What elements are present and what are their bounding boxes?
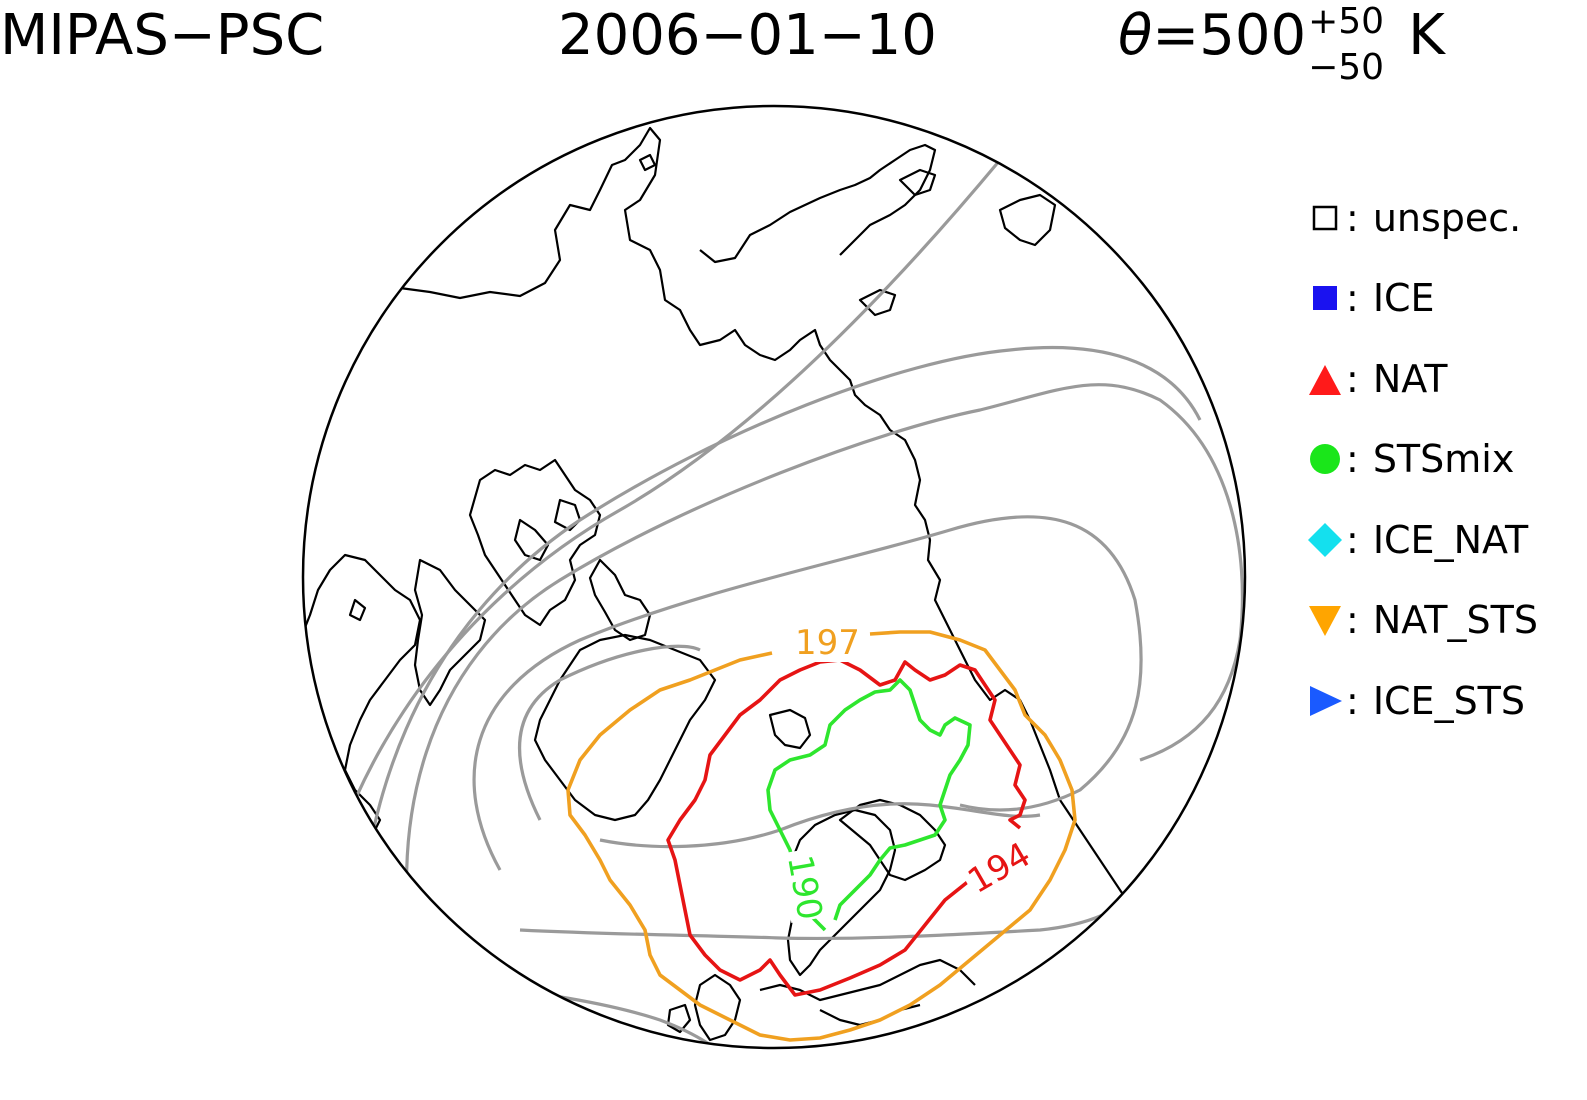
sts-contour: [766, 678, 972, 932]
triangle-down-icon: [1309, 606, 1341, 636]
theta-unit: K: [1408, 3, 1445, 68]
triangle-right-icon: [1310, 686, 1342, 716]
theta-value: =500: [1152, 3, 1307, 68]
legend-label-ice-nat: ICE_NAT: [1372, 518, 1529, 562]
nat-contour: [666, 658, 1027, 997]
legend-label-ice-sts: ICE_STS: [1372, 679, 1526, 723]
coastlines: [303, 126, 1182, 1042]
theta-title: θ =500 +50 −50 K: [1118, 3, 1445, 88]
theta-sub: −50: [1308, 47, 1385, 88]
theta-symbol: θ: [1118, 3, 1153, 68]
filled-square-icon: [1313, 286, 1337, 310]
circle-icon: [1310, 444, 1340, 474]
legend-item-nat-sts: : NAT_STS: [1306, 595, 1538, 645]
legend-label-nat-sts: NAT_STS: [1372, 598, 1538, 642]
instrument-title: MIPAS−PSC: [0, 3, 325, 68]
open-square-icon: [1312, 205, 1338, 231]
legend-item-unspec: : unspec.: [1306, 193, 1521, 243]
legend-item-ice-nat: : ICE_NAT: [1306, 515, 1528, 565]
contour-label-190: 190: [779, 852, 830, 923]
diamond-icon: [1308, 523, 1342, 557]
legend-label-ice: ICE: [1372, 276, 1435, 320]
legend-item-ice-sts: : ICE_STS: [1306, 676, 1525, 726]
globe-boundary: [301, 104, 1247, 1050]
nat-sts-contour: [566, 630, 1077, 1042]
legend-item-nat: : NAT: [1306, 354, 1448, 404]
contour-label-197: 197: [795, 623, 860, 663]
theta-sup: +50: [1308, 1, 1385, 42]
legend-item-ice: : ICE: [1306, 273, 1435, 323]
triangle-up-icon: [1309, 365, 1341, 395]
legend-label-unspec: unspec.: [1372, 196, 1522, 240]
legend-item-stsmix: : STSmix: [1306, 434, 1514, 484]
legend-label-stsmix: STSmix: [1372, 437, 1515, 481]
gray-contours: [303, 158, 1244, 1048]
legend-label-nat: NAT: [1372, 357, 1448, 401]
date-title: 2006−01−10: [558, 3, 937, 68]
